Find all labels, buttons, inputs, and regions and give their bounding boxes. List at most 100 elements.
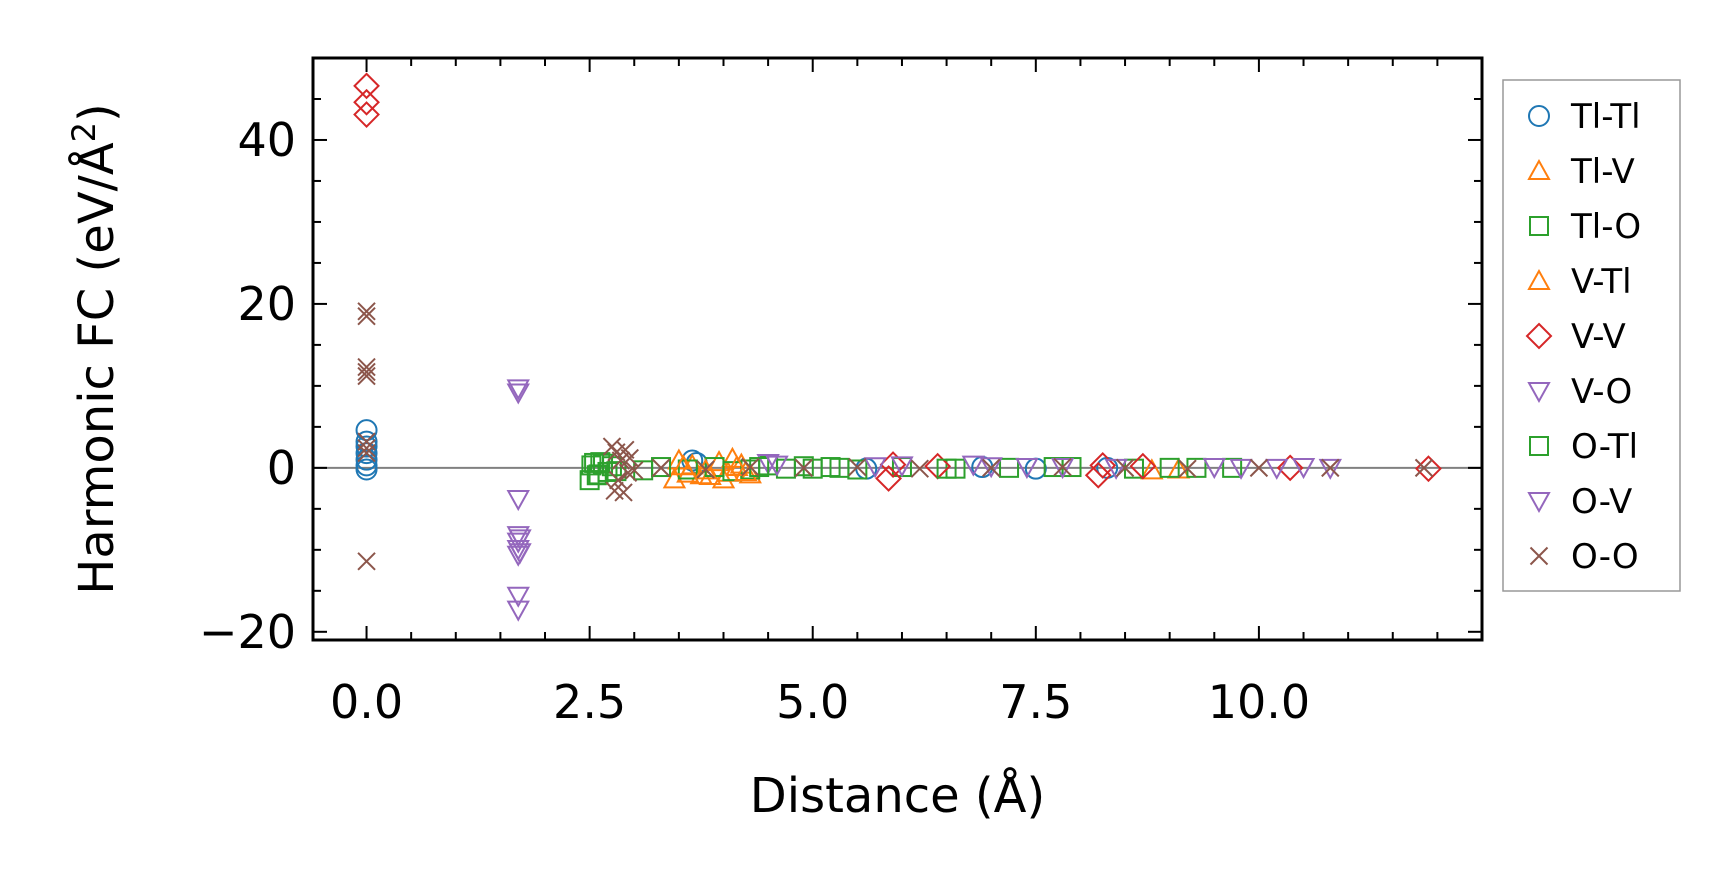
legend-label: O-V [1571,482,1632,522]
y-tick-label: −20 [199,605,296,659]
data-point [357,552,376,571]
data-point [981,458,1001,478]
data-point [936,458,957,479]
series-v-v [353,72,1442,492]
data-point [765,455,789,477]
data-point [651,457,672,478]
y-axis-title: Harmonic FC (eV/Å2) [65,103,125,595]
series-tl-tl [355,419,1119,481]
data-point [355,458,378,481]
x-tick-label: 0.0 [330,675,403,729]
data-point [586,465,607,486]
data-point [506,532,530,554]
data-point [671,454,696,476]
legend-entry: O-V [1527,482,1632,522]
data-point [890,456,914,478]
legend-label: V-V [1571,317,1626,357]
data-point [1249,458,1269,478]
data-point [355,435,378,458]
data-point [618,463,638,482]
x-axis-title: Distance (Å) [750,767,1045,824]
data-point [696,460,715,479]
data-point [848,457,867,477]
data-point [863,457,887,479]
series-v-o [506,379,1289,622]
data-point [1053,457,1072,477]
legend: Tl-Tl Tl-V Tl-O V-Tl V-V V-O O-Tl O-V O-O [1502,79,1681,592]
data-point [651,458,671,478]
legend-marker [1529,436,1549,456]
data-point [1265,458,1289,480]
data-point [506,586,530,608]
legend-label: Tl-V [1570,152,1635,192]
data-point [355,442,378,465]
data-point [979,457,1003,479]
data-point [794,458,814,478]
legend-marker [1529,216,1549,236]
data-point [677,459,698,480]
legend-marker [1527,492,1551,514]
data-point [357,438,376,458]
data-point [353,101,380,128]
data-point [1159,457,1180,478]
data-point [1318,458,1342,480]
legend-marker [1527,268,1551,290]
data-point [506,545,530,567]
data-point [357,307,376,326]
series-o-o [357,302,1434,571]
legend-marker [1525,322,1553,350]
plot-area: 0.0 2.5 5.0 7.5 10.0 −20 0 20 40 [199,56,1484,729]
legend-entry: V-Tl [1527,262,1632,302]
data-point [879,451,907,478]
data-point [625,461,644,480]
data-point [353,88,380,116]
data-point [741,457,760,477]
data-point [508,529,532,551]
x-tick-label: 10.0 [1208,675,1310,729]
legend-entry: Tl-O [1529,207,1641,247]
data-point [756,453,780,475]
plot-frame [311,56,1484,642]
y-axis-title-main: Harmonic FC (eV/Å [68,142,125,595]
data-point [910,459,930,478]
data-point [357,366,376,386]
legend-entry: O-O [1529,537,1639,577]
data-point [1084,461,1112,489]
data-point [608,470,628,490]
data-point [1202,458,1226,480]
data-point [1229,458,1253,480]
legend-entry: O-Tl [1529,427,1638,467]
legend-entry: V-V [1525,317,1626,357]
y-axis-title-text: Harmonic FC (eV/Å2) [65,103,125,595]
x-tick-label: 2.5 [553,675,626,729]
legend-entry: V-O [1527,372,1632,412]
legend-label: Tl-Tl [1570,97,1641,137]
legend-entry: Tl-V [1527,152,1635,192]
data-point [355,448,378,471]
data-point [357,362,376,382]
legend-label: V-O [1571,372,1632,412]
legend-label: O-O [1571,537,1639,577]
data-point [620,448,639,468]
data-point [693,458,718,480]
data-point [1321,458,1340,478]
legend-entry: Tl-Tl [1528,97,1641,137]
data-point [590,452,611,473]
data-point [506,383,530,405]
legend-label: V-Tl [1571,262,1632,302]
data-point [1178,459,1197,478]
data-point [1089,451,1117,479]
data-point [1291,458,1316,480]
y-tick-label: 40 [237,113,296,167]
legend-marker [1527,158,1551,180]
data-point [999,457,1020,478]
data-point [829,457,850,478]
data-point [725,454,749,477]
data-point [357,357,376,377]
data-point [1276,454,1304,482]
y-axis-title-superscript: 2 [65,122,103,142]
data-point [1015,458,1039,480]
series-o-v [508,455,1342,565]
data-point [506,600,530,622]
